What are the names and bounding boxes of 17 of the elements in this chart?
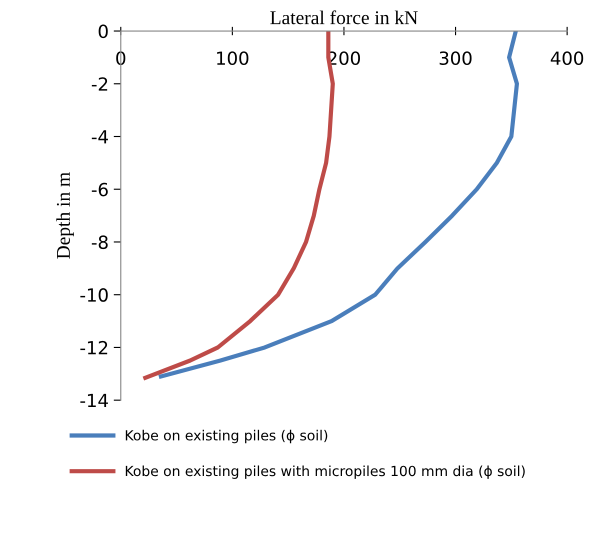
- y-tick-label: -4: [92, 130, 108, 144]
- legend-label: Kobe on existing piles (ϕ soil): [126, 430, 328, 444]
- x-tick-label: 100: [217, 51, 248, 66]
- y-tick-label: -10: [80, 288, 108, 302]
- x-axis-title: Lateral force in kN: [270, 10, 418, 24]
- x-tick-label: 300: [440, 51, 472, 66]
- y-tick-label: -12: [80, 340, 108, 354]
- x-tick-label: 400: [550, 51, 584, 66]
- y-axis-title: Depth in m: [56, 172, 74, 259]
- y-tick-label: -2: [92, 77, 108, 91]
- x-tick-label: 0: [116, 51, 126, 66]
- y-tick-label: -6: [92, 182, 108, 196]
- y-tick-label: -8: [92, 235, 108, 250]
- legend-label: Kobe on existing piles with micropiles 100 mm dia (ϕ soil): [126, 465, 525, 479]
- line-series: [158, 31, 520, 379]
- y-tick-label: -14: [80, 394, 108, 408]
- y-tick-label: 0: [98, 24, 108, 38]
